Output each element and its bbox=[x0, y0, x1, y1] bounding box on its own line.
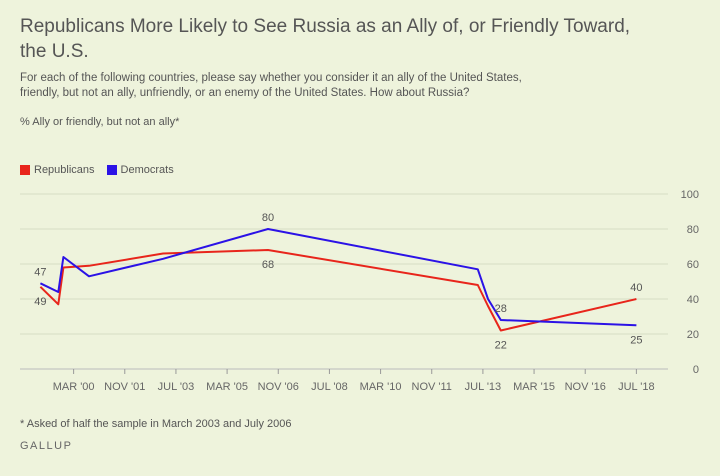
legend-item-republicans: Republicans bbox=[20, 164, 95, 176]
measure-label: % Ally or friendly, but not an ally* bbox=[20, 116, 180, 128]
y-tick-label-20: 20 bbox=[687, 329, 699, 341]
series-line-republicans bbox=[39, 249, 637, 332]
series-line-democrats bbox=[39, 228, 637, 327]
y-tick-label-100: 100 bbox=[681, 189, 699, 201]
footnote: * Asked of half the sample in March 2003… bbox=[20, 418, 292, 430]
legend: Republicans Democrats bbox=[20, 164, 174, 176]
x-tick-label-9: MAR '15 bbox=[513, 381, 555, 393]
data-label-2: 80 bbox=[262, 212, 274, 224]
y-tick-label-0: 0 bbox=[693, 364, 699, 376]
data-label-1: 49 bbox=[34, 296, 46, 308]
chart-title: Republicans More Likely to See Russia as… bbox=[20, 16, 631, 62]
source-label: GALLUP bbox=[20, 440, 73, 452]
x-tick-label-4: NOV '06 bbox=[258, 381, 299, 393]
legend-swatch-republicans bbox=[20, 165, 30, 175]
chart-subtitle: For each of the following countries, ple… bbox=[20, 72, 522, 99]
data-label-3: 68 bbox=[262, 259, 274, 271]
data-label-7: 25 bbox=[630, 334, 642, 346]
y-tick-label-80: 80 bbox=[687, 224, 699, 236]
y-tick-label-60: 60 bbox=[687, 259, 699, 271]
legend-label-democrats: Democrats bbox=[120, 164, 174, 176]
data-label-5: 22 bbox=[495, 340, 507, 352]
x-tick-label-6: MAR '10 bbox=[360, 381, 402, 393]
x-tick-label-2: JUL '03 bbox=[158, 381, 195, 393]
x-tick-label-5: JUL '08 bbox=[311, 381, 348, 393]
legend-label-republicans: Republicans bbox=[34, 164, 95, 176]
legend-item-democrats: Democrats bbox=[106, 164, 174, 176]
data-label-0: 47 bbox=[34, 266, 46, 278]
y-tick-label-40: 40 bbox=[687, 294, 699, 306]
line-chart: 0 20 40 60 80 100 MAR '00 NOV '01 JUL '03 MAR '05… bbox=[20, 189, 699, 393]
x-tick-label-7: NOV '11 bbox=[412, 381, 452, 393]
x-tick-label-1: NOV '01 bbox=[104, 381, 145, 393]
x-tick-label-3: MAR '05 bbox=[206, 381, 248, 393]
legend-swatch-democrats bbox=[106, 165, 117, 175]
x-tick-label-8: JUL '13 bbox=[465, 381, 502, 393]
x-tick-label-11: JUL '18 bbox=[618, 381, 655, 393]
x-tick-label-0: MAR '00 bbox=[53, 381, 95, 393]
x-tick-label-10: NOV '16 bbox=[565, 381, 606, 393]
data-label-6: 40 bbox=[630, 282, 642, 294]
data-label-4: 28 bbox=[495, 303, 507, 315]
